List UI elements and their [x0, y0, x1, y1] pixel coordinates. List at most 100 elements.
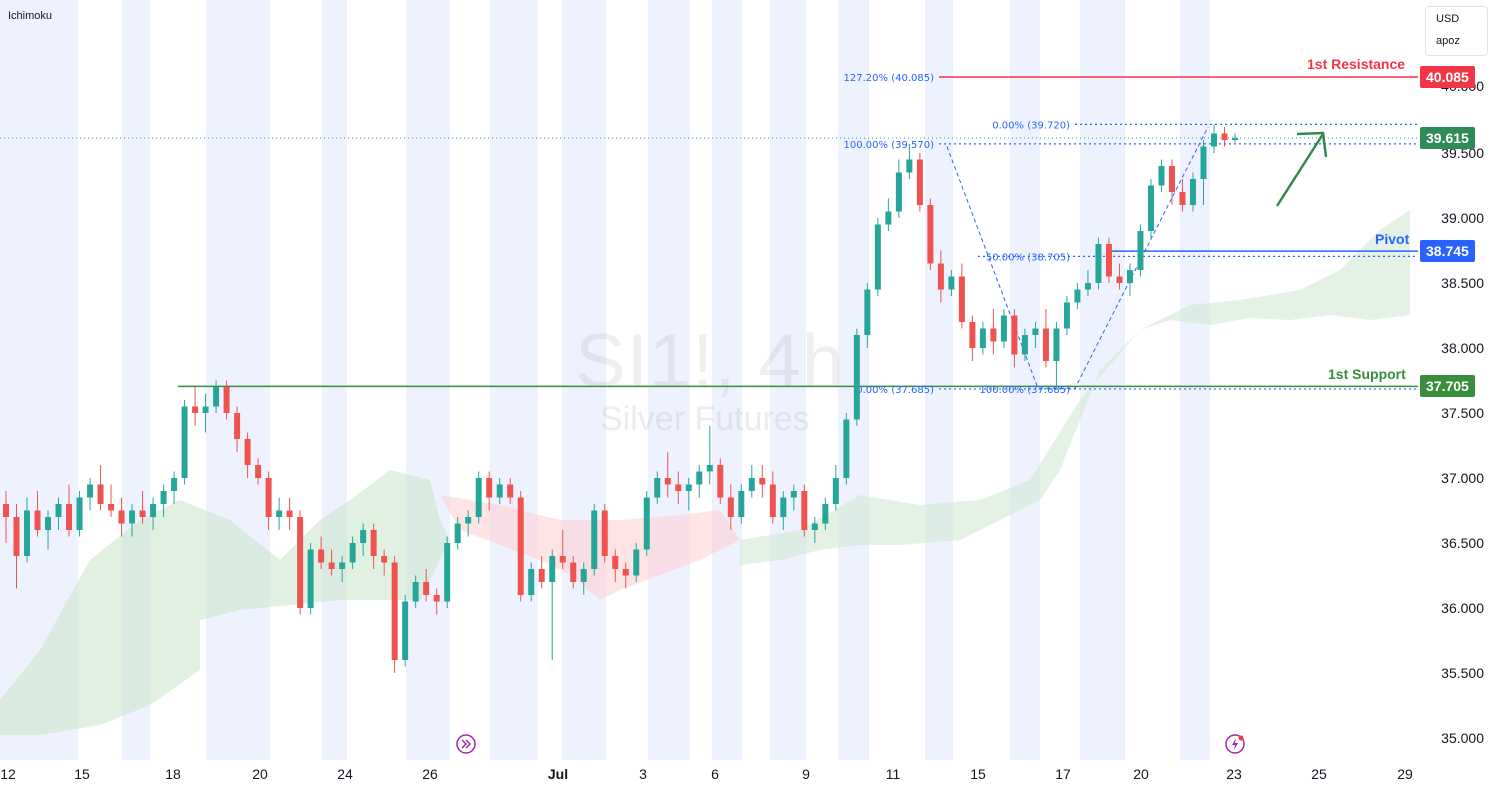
candle	[13, 504, 20, 589]
x-tick-label: 25	[1311, 766, 1327, 782]
candle-body	[1189, 179, 1196, 205]
candle-body	[927, 205, 934, 264]
candle	[706, 426, 713, 485]
candle	[1000, 309, 1007, 348]
candle	[612, 549, 619, 582]
y-tick-label: 36.500	[1441, 535, 1484, 551]
candle-body	[759, 478, 766, 485]
candle	[34, 491, 41, 537]
candle	[916, 153, 923, 212]
candle-body	[244, 439, 251, 465]
candle-body	[444, 543, 451, 602]
watermark-symbol: SI1!, 4h	[575, 319, 845, 404]
cloud-bull-area	[0, 470, 450, 735]
y-tick-label: 39.000	[1441, 210, 1484, 226]
lightning-icon[interactable]	[1225, 734, 1245, 754]
candle-body	[76, 497, 83, 530]
candle	[381, 549, 388, 576]
candle	[433, 588, 440, 615]
candle	[339, 556, 346, 582]
candle	[213, 380, 220, 413]
session-band	[206, 0, 270, 760]
candle-body	[874, 224, 881, 290]
candle	[402, 595, 409, 667]
candle-body	[832, 478, 839, 504]
indicator-label[interactable]: Ichimoku	[8, 10, 53, 22]
candle-body	[864, 289, 871, 335]
x-tick-label: 11	[886, 766, 901, 782]
candle-body	[570, 562, 577, 582]
candle	[507, 478, 514, 504]
candle	[738, 484, 745, 524]
candle-body	[801, 491, 808, 530]
candle-body	[87, 484, 94, 498]
candle	[1137, 224, 1144, 277]
candle	[769, 471, 776, 524]
candle	[475, 471, 482, 524]
candle-body	[664, 478, 671, 485]
fib-label-0-b: 0.00% (39.720)	[992, 120, 1070, 131]
y-tick-label: 37.000	[1441, 470, 1484, 486]
candle-body	[990, 328, 997, 342]
current-price-tag: 39.615	[1420, 127, 1475, 149]
candle	[1158, 159, 1165, 192]
watermark-name: Silver Futures	[600, 400, 810, 438]
candle-body	[517, 497, 524, 595]
scale-mode-label: apoz	[1436, 35, 1460, 47]
candle	[66, 484, 73, 537]
y-tick-label: 39.500	[1441, 145, 1484, 161]
candle-body	[349, 543, 356, 563]
x-tick-label: 3	[639, 766, 647, 782]
candle-body	[24, 510, 31, 556]
candle	[1210, 124, 1217, 153]
session-band	[770, 0, 806, 760]
candle-body	[202, 406, 209, 413]
candle	[927, 198, 934, 270]
candle-body	[948, 276, 955, 290]
session-band	[490, 0, 538, 760]
fast-forward-icon[interactable]	[456, 734, 476, 754]
candle	[1105, 237, 1112, 283]
candle-body	[675, 484, 682, 491]
candle-body	[402, 601, 409, 660]
candle	[1126, 263, 1133, 296]
candle	[1011, 309, 1018, 368]
candle	[76, 491, 83, 537]
candle	[307, 543, 314, 615]
candle	[328, 549, 335, 576]
x-tick-label: 6	[711, 766, 719, 782]
candle	[202, 393, 209, 433]
candle-body	[129, 510, 136, 524]
candle	[297, 510, 304, 615]
candle-body	[423, 582, 430, 595]
arrow-head	[1296, 131, 1328, 158]
candle	[864, 283, 871, 348]
y-tick-label: 36.000	[1441, 600, 1484, 616]
resistance-price-tag: 40.085	[1420, 66, 1475, 88]
candle-body	[475, 478, 482, 517]
candle-body	[286, 510, 293, 517]
candle-body	[118, 510, 125, 524]
candle	[1053, 322, 1060, 389]
candle	[885, 198, 892, 231]
candle-body	[381, 556, 388, 563]
candle	[496, 478, 503, 504]
candle	[465, 510, 472, 537]
candle	[517, 491, 524, 602]
candle	[1095, 237, 1102, 290]
candle-body	[97, 484, 104, 504]
candle-body	[612, 556, 619, 569]
x-tick-label: 29	[1397, 766, 1413, 782]
candle-body	[979, 328, 986, 348]
candle	[570, 556, 577, 589]
candle	[360, 523, 367, 556]
candle-body	[192, 406, 199, 413]
candle-body	[780, 497, 787, 517]
candle	[759, 465, 766, 498]
candle	[412, 575, 419, 608]
y-tick-label: 37.500	[1441, 405, 1484, 421]
candle	[318, 536, 325, 569]
currency-selector[interactable]: USD apoz	[1425, 6, 1488, 56]
candle-body	[1137, 231, 1144, 270]
